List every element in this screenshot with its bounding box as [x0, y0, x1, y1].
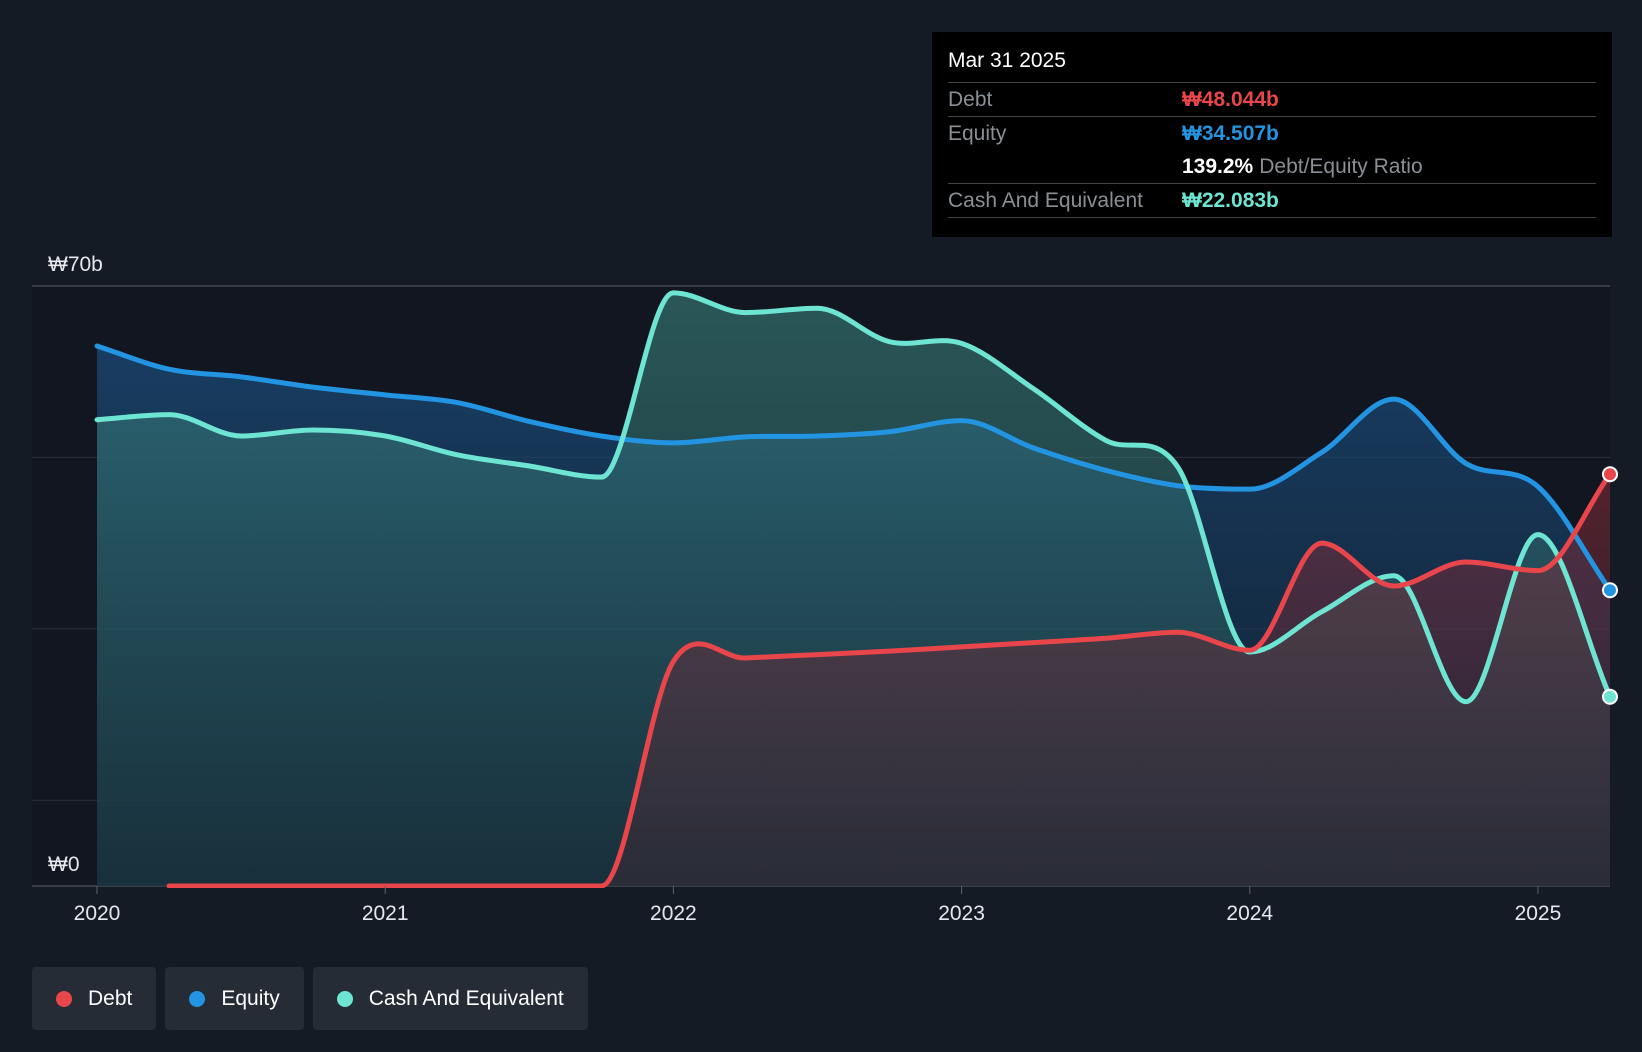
x-tick-label: 2025	[1515, 902, 1562, 925]
x-tick-label: 2023	[938, 902, 985, 925]
tooltip-equity-label: Equity	[948, 121, 1007, 145]
debt-area	[169, 474, 1610, 887]
legend-equity-label: Equity	[221, 986, 280, 1010]
tooltip-debt-label: Debt	[948, 87, 993, 111]
y-tick-label: ₩0	[48, 853, 80, 876]
legend-item-equity[interactable]: Equity	[165, 967, 304, 1030]
equity-dot-icon	[189, 990, 206, 1007]
cash-dot-icon	[336, 990, 353, 1007]
cash-endpoint	[1602, 688, 1618, 705]
x-tick-label: 2024	[1226, 902, 1273, 925]
x-tick-label: 2022	[650, 902, 697, 925]
legend-item-debt[interactable]: Debt	[32, 967, 157, 1030]
legend: Debt Equity Cash And Equivalent	[32, 967, 588, 1030]
x-tick-label: 2021	[362, 902, 409, 925]
debt-endpoint	[1602, 466, 1618, 483]
legend-debt-label: Debt	[88, 986, 133, 1010]
y-axis: ₩70b ₩0	[48, 253, 103, 876]
x-axis: 2020 2021 2022 2023 2024 2025	[74, 886, 1562, 925]
tooltip-ratio-value: 139.2%	[1182, 154, 1254, 178]
debt-line	[166, 471, 1610, 888]
tooltip-equity-row: Equity ₩34.507b	[948, 116, 1596, 150]
tooltip-cash-value: ₩22.083b	[1182, 188, 1279, 212]
tooltip-ratio-row: 139.2% Debt/Equity Ratio	[948, 150, 1596, 183]
tooltip-equity-value: ₩34.507b	[1182, 121, 1279, 145]
series-lines	[94, 290, 1610, 888]
tooltip-debt-value: ₩48.044b	[1182, 87, 1279, 111]
tooltip-cash-label: Cash And Equivalent	[948, 188, 1143, 212]
tooltip: Mar 31 2025 Debt ₩48.044b Equity ₩34.507…	[932, 32, 1612, 237]
debt-dot-icon	[56, 990, 72, 1007]
legend-item-cash[interactable]: Cash And Equivalent	[312, 967, 588, 1030]
y-tick-label: ₩70b	[48, 253, 103, 276]
tooltip-date: Mar 31 2025	[948, 49, 1066, 72]
equity-endpoint	[1602, 582, 1618, 599]
x-tick-label: 2020	[74, 902, 121, 925]
equity-line	[94, 343, 1610, 593]
legend-cash-label: Cash And Equivalent	[368, 986, 564, 1010]
cash-line	[94, 290, 1610, 705]
tooltip-ratio-label: Debt/Equity Ratio	[1259, 154, 1423, 178]
series-endpoints	[1602, 466, 1618, 705]
tooltip-debt-row: Debt ₩48.044b	[948, 82, 1596, 116]
series-areas	[97, 292, 1610, 887]
tooltip-cash-row: Cash And Equivalent ₩22.083b	[948, 183, 1596, 218]
